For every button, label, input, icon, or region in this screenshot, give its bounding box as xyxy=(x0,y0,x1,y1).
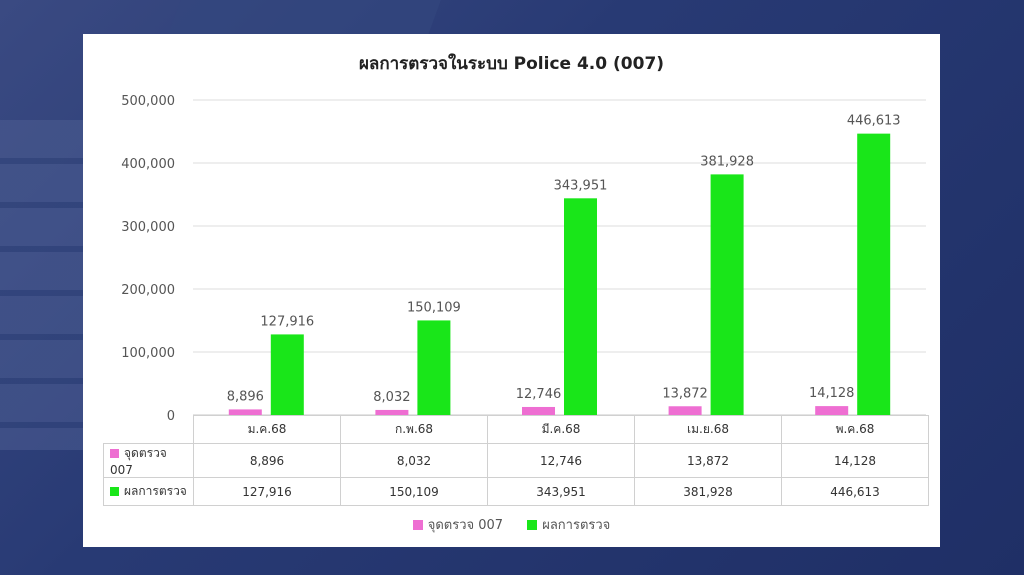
table-cell: 446,613 xyxy=(781,477,929,506)
bar-series1 xyxy=(668,406,702,415)
y-tick-label: 500,000 xyxy=(121,94,175,109)
bar-series2 xyxy=(564,198,597,415)
legend-item-series2: ผลการตรวจ xyxy=(527,514,610,535)
background-building xyxy=(0,120,90,450)
table-cell: 14,128 xyxy=(781,443,929,478)
y-tick-label: 200,000 xyxy=(121,283,175,298)
bar-series2 xyxy=(270,334,304,415)
y-tick-label: 100,000 xyxy=(121,346,175,361)
legend-swatch-series2 xyxy=(527,520,538,530)
category-header: ก.พ.68 xyxy=(340,415,488,444)
bar-series1 xyxy=(815,406,849,415)
bar-series2 xyxy=(710,174,744,415)
data-label: 446,613 xyxy=(847,114,901,129)
category-header: พ.ค.68 xyxy=(781,415,929,444)
data-table-row-series2: ผลการตรวจ 127,916 150,109 343,951 381,92… xyxy=(103,477,929,506)
series1-swatch xyxy=(110,449,119,458)
bar-series1 xyxy=(228,409,262,415)
data-label: 127,916 xyxy=(260,314,314,329)
data-label: 8,896 xyxy=(227,389,264,404)
series2-row-header: ผลการตรวจ xyxy=(103,477,194,506)
series1-row-header: จุดตรวจ 007 xyxy=(103,443,194,478)
table-cell: 13,872 xyxy=(634,443,782,478)
table-cell: 12,746 xyxy=(487,443,635,478)
category-header: เม.ย.68 xyxy=(634,415,782,444)
bar-series2 xyxy=(417,320,451,415)
chart-legend: จุดตรวจ 007 ผลการตรวจ xyxy=(83,514,940,535)
data-table-row-series1: จุดตรวจ 007 8,896 8,032 12,746 13,872 14… xyxy=(103,443,929,478)
data-label: 12,746 xyxy=(516,387,562,402)
legend-item-series1: จุดตรวจ 007 xyxy=(412,514,504,535)
table-cell: 150,109 xyxy=(340,477,488,506)
data-label: 13,872 xyxy=(662,386,708,401)
data-table-header-row: ม.ค.68 ก.พ.68 มี.ค.68 เม.ย.68 พ.ค.68 xyxy=(103,415,929,444)
series1-name: จุดตรวจ 007 xyxy=(110,446,167,477)
table-cell: 8,896 xyxy=(193,443,341,478)
data-label: 150,109 xyxy=(407,300,461,315)
legend-label-series2: ผลการตรวจ xyxy=(542,518,611,533)
chart-title: ผลการตรวจในระบบ Police 4.0 (007) xyxy=(358,54,665,74)
chart-panel: ผลการตรวจในระบบ Police 4.0 (007) 0 100,00… xyxy=(83,34,940,547)
category-header: ม.ค.68 xyxy=(193,415,341,444)
bar-chart-plot: 0100,000200,000300,000400,000500,0008,89… xyxy=(121,94,926,424)
legend-swatch-series1 xyxy=(412,520,423,530)
legend-label-series1: จุดตรวจ 007 xyxy=(427,518,504,533)
table-cell: 127,916 xyxy=(193,477,341,506)
series2-swatch xyxy=(110,487,119,496)
category-header: มี.ค.68 xyxy=(487,415,635,444)
data-label: 381,928 xyxy=(700,154,754,169)
data-table-corner xyxy=(103,415,194,444)
bar-series1 xyxy=(375,409,409,415)
table-cell: 343,951 xyxy=(487,477,635,506)
bar-series1 xyxy=(522,406,555,415)
table-cell: 381,928 xyxy=(634,477,782,506)
series2-name: ผลการตรวจ xyxy=(124,484,187,498)
y-tick-label: 300,000 xyxy=(121,220,175,235)
data-label: 8,032 xyxy=(373,390,410,405)
data-table: ม.ค.68 ก.พ.68 มี.ค.68 เม.ย.68 พ.ค.68 จุด… xyxy=(103,415,929,506)
y-tick-label: 400,000 xyxy=(121,157,175,172)
data-label: 14,128 xyxy=(809,386,855,401)
data-label: 343,951 xyxy=(554,178,608,193)
table-cell: 8,032 xyxy=(340,443,488,478)
bar-series2 xyxy=(857,133,891,415)
